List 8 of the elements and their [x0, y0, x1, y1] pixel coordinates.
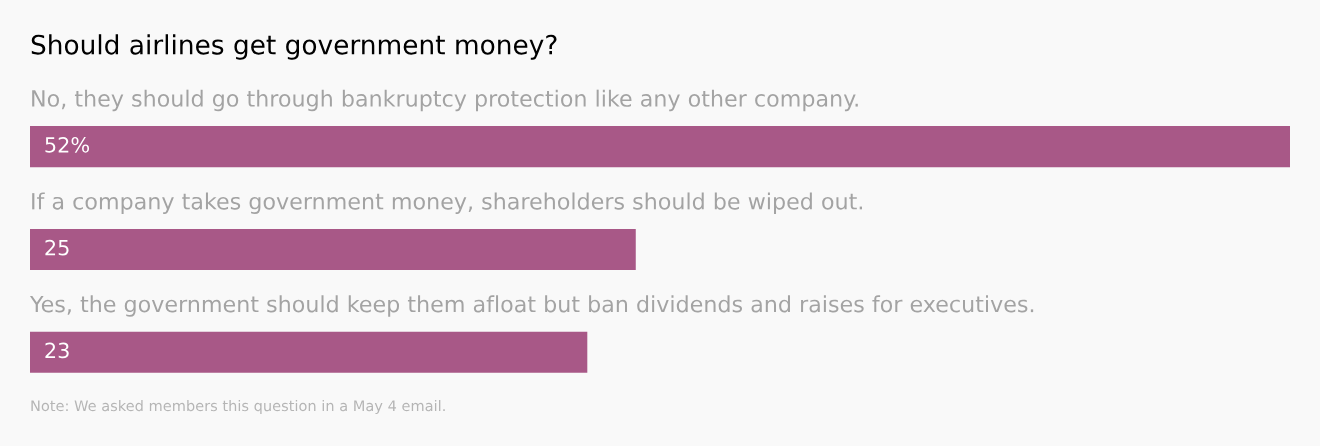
data-label: 25: [45, 239, 69, 256]
text: Note: We asked members this question in a May 4 email.: [31, 399, 445, 415]
chart-title: Should airlines get government money?: [31, 34, 557, 60]
y-tick-label: Yes, the government should keep them afloat but ban dividends and raises for executives.: [29, 295, 1034, 317]
y-tick-label: If a company takes government money, shareholders should be wiped out.: [32, 192, 863, 214]
y-tick-label: No, they should go through bankruptcy protection like any other company.: [32, 89, 858, 112]
data-label: 52%: [45, 136, 90, 153]
data-label: 23: [45, 342, 69, 359]
